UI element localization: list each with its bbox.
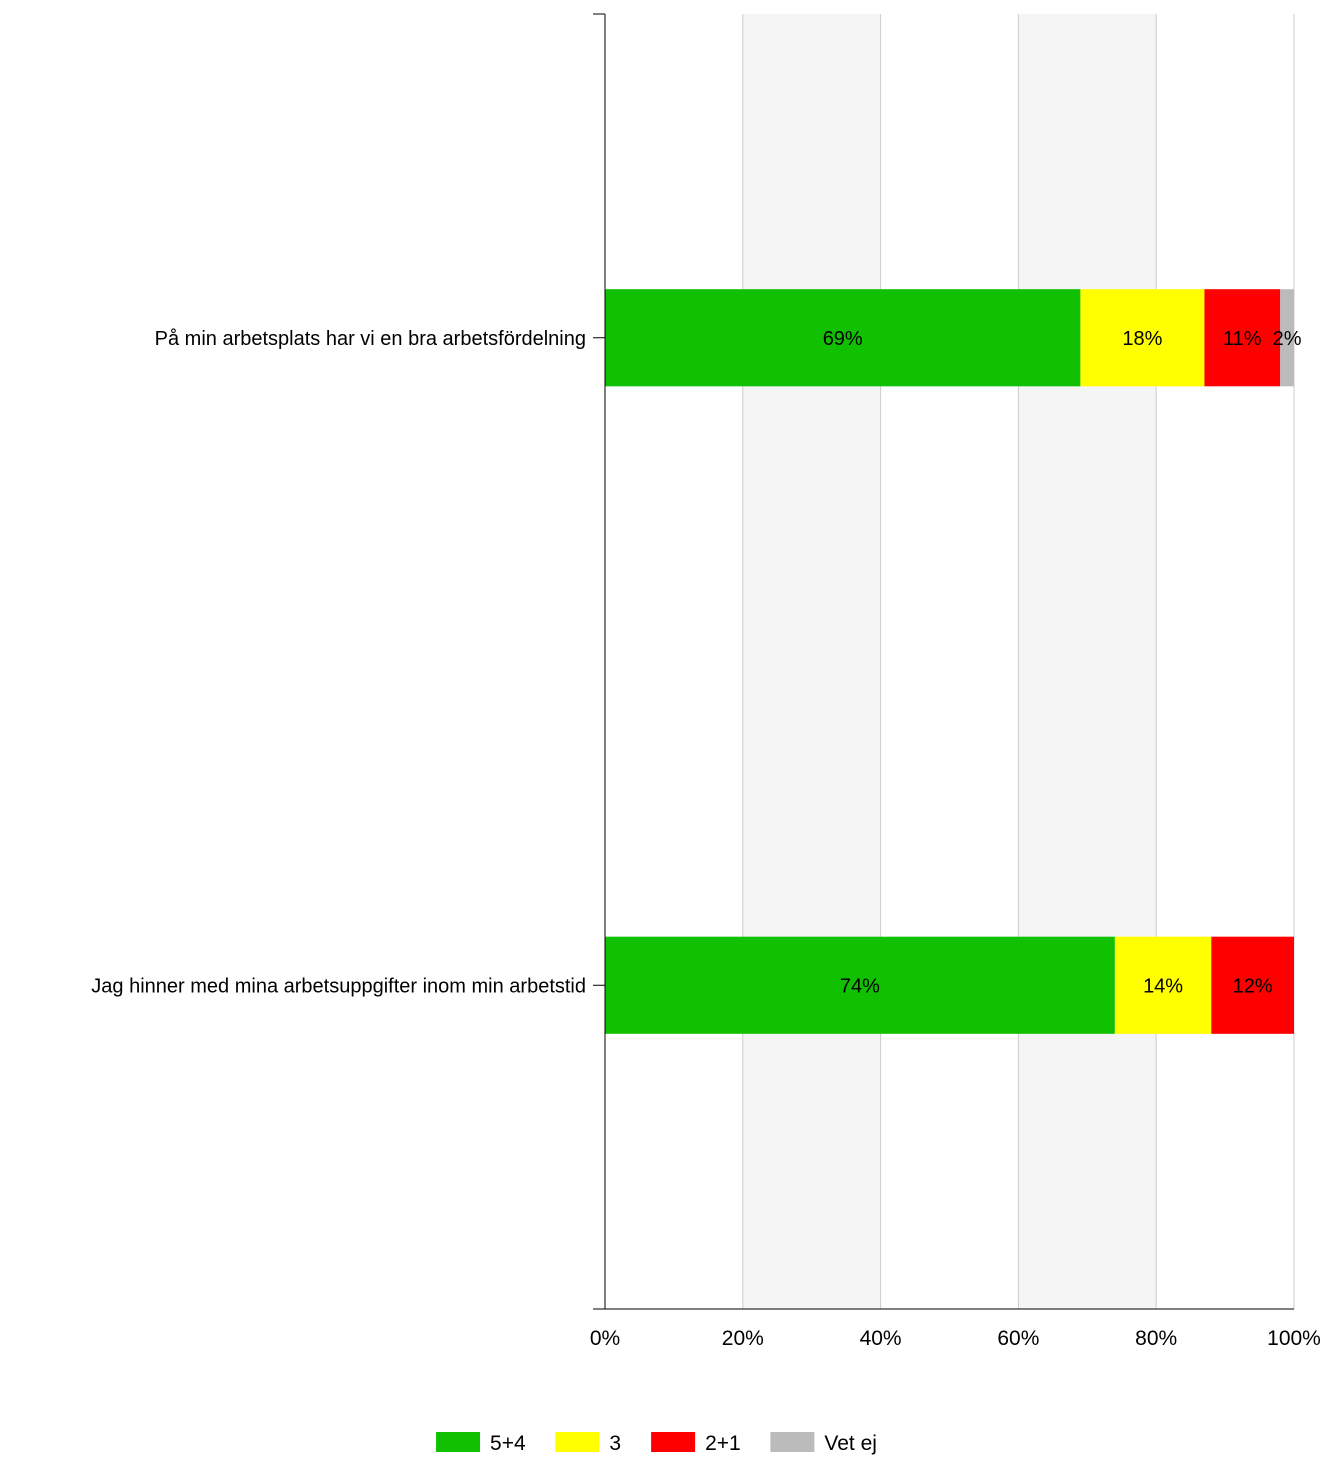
category-label: Jag hinner med mina arbetsuppgifter inom… [91, 975, 586, 997]
legend-label: 5+4 [490, 1432, 526, 1455]
bar-value-label: 74% [840, 975, 880, 997]
bar-value-label: 18% [1122, 328, 1162, 350]
category-label: På min arbetsplats har vi en bra arbetsf… [155, 328, 586, 350]
legend-swatch [770, 1432, 814, 1452]
x-tick-label: 40% [860, 1327, 902, 1350]
legend-swatch [436, 1432, 480, 1452]
x-tick-label: 0% [590, 1327, 620, 1350]
grid-band [743, 14, 881, 1309]
legend-swatch [555, 1432, 599, 1452]
grid-bands [743, 14, 1156, 1309]
legend-label: 2+1 [705, 1432, 741, 1455]
bar-value-label: 69% [823, 328, 863, 350]
bars [605, 289, 1294, 1034]
legend-label: 3 [609, 1432, 621, 1455]
bar-value-label: 12% [1233, 975, 1273, 997]
x-tick-labels: 0% 20% 40% 60% 80% 100% [590, 1327, 1321, 1350]
legend: 5+4 3 2+1 Vet ej [436, 1432, 877, 1455]
category-labels: På min arbetsplats har vi en bra arbetsf… [91, 328, 586, 998]
legend-swatch [651, 1432, 695, 1452]
bar-value-label: 2% [1273, 328, 1302, 350]
axes [593, 14, 1294, 1309]
grid-band [1018, 14, 1156, 1309]
bar-value-label: 14% [1143, 975, 1183, 997]
x-tick-label: 60% [997, 1327, 1039, 1350]
x-tick-label: 20% [722, 1327, 764, 1350]
bar-value-label: 11% [1223, 328, 1262, 350]
x-tick-label: 100% [1267, 1327, 1321, 1350]
x-tick-label: 80% [1135, 1327, 1177, 1350]
legend-label: Vet ej [824, 1432, 877, 1455]
